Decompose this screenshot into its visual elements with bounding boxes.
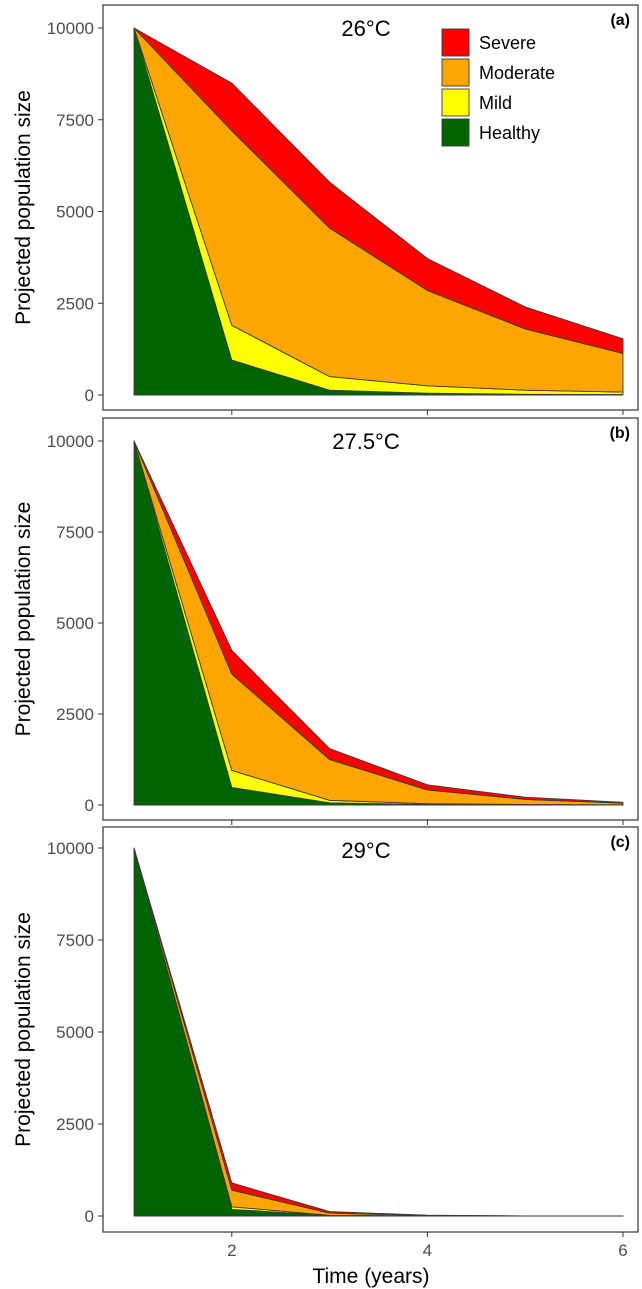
y-tick-label: 0 [85,1207,94,1226]
x-axis-title: Time (years) [312,1265,429,1288]
legend-swatch-healthy [441,118,470,147]
y-tick-label: 10000 [47,839,94,858]
y-tick-label: 2500 [56,1115,94,1134]
y-tick-label: 5000 [56,1023,94,1042]
area-severe [133,27,624,354]
y-tick-label: 10000 [47,432,94,451]
y-axis-title: Projected population size [12,502,35,737]
temperature-label: 26°C [341,16,390,41]
panel-label: (c) [610,834,630,851]
area-severe [133,440,624,804]
panels: 0 2500 5000 7500 10000 Projected population s… [12,4,639,1260]
y-axis-title: Projected population size [12,90,35,325]
y-tick-label: 10000 [47,19,94,38]
y-axis-title: Projected population size [12,912,35,1147]
panel-3: 0 2500 5000 7500 10000 2 4 6 Projected populatio… [12,826,639,1260]
area-severe [133,847,624,1217]
legend-label-moderate: Moderate [479,63,555,83]
legend-label-healthy: Healthy [479,123,540,143]
panel-2: 0 2500 5000 7500 10000 Projected population s… [12,417,639,825]
panel-label: (b) [610,425,630,442]
legend-label-mild: Mild [479,93,512,113]
y-tick-label: 7500 [56,931,94,950]
legend: Severe Moderate Mild Healthy [441,28,555,147]
y-tick-label: 7500 [56,523,94,542]
legend-label-severe: Severe [479,33,536,53]
temperature-label: 27.5°C [332,429,400,454]
legend-swatch-mild [441,88,470,117]
y-tick-label: 2500 [56,705,94,724]
temperature-label: 29°C [341,838,390,863]
x-tick-label: 4 [423,1241,432,1260]
x-tick-label: 6 [618,1241,627,1260]
y-tick-label: 5000 [56,614,94,633]
y-tick-label: 7500 [56,111,94,130]
y-tick-label: 2500 [56,294,94,313]
legend-swatch-moderate [441,58,470,87]
y-tick-label: 0 [85,796,94,815]
y-tick-label: 5000 [56,203,94,222]
x-tick-label: 2 [227,1241,236,1260]
panel-1: 0 2500 5000 7500 10000 Projected population s… [12,4,639,415]
legend-swatch-severe [441,28,470,57]
panel-label: (a) [610,12,630,29]
y-tick-label: 0 [85,386,94,405]
